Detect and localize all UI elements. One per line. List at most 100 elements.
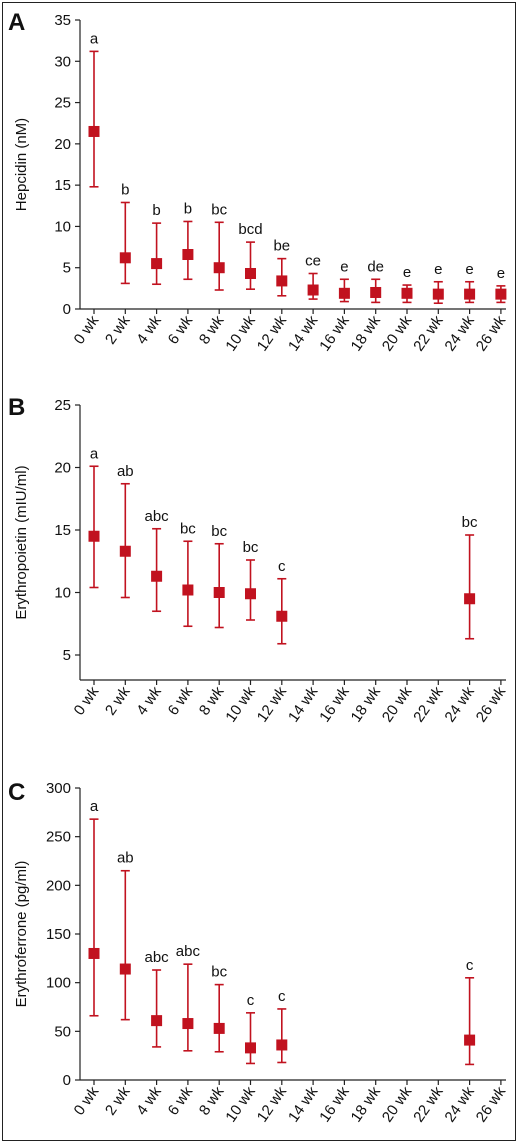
data-point (307, 284, 319, 296)
data-point (119, 252, 131, 264)
x-tick-label: 24 wk (441, 1083, 478, 1125)
x-tick-label: 20 wk (379, 683, 416, 725)
data-point (245, 588, 256, 600)
significance-label: ce (305, 252, 321, 269)
x-tick-label: 12 wk (254, 312, 291, 354)
data-point (338, 287, 350, 299)
significance-label: c (278, 558, 286, 575)
data-point (151, 1015, 163, 1027)
x-tick-label: 12 wk (254, 683, 291, 725)
data-point (213, 262, 225, 274)
significance-label: b (184, 200, 192, 217)
data-point (213, 1022, 225, 1034)
significance-label: bc (211, 964, 227, 981)
x-tick-label: 12 wk (254, 1083, 291, 1125)
x-tick-label: 16 wk (316, 1083, 353, 1125)
data-point (245, 1042, 256, 1054)
x-tick-label: 24 wk (441, 312, 478, 354)
y-tick-label: 300 (46, 780, 71, 797)
significance-label: bc (243, 539, 259, 556)
x-tick-label: 26 wk (473, 1083, 510, 1125)
x-tick-label: 26 wk (473, 312, 510, 354)
data-point (276, 275, 288, 287)
x-tick-label: 18 wk (348, 1083, 385, 1125)
data-point (401, 287, 413, 299)
data-point (464, 593, 476, 605)
x-tick-label: 4 wk (133, 312, 165, 347)
x-tick-label: 20 wk (379, 1083, 416, 1125)
x-tick-label: 22 wk (410, 683, 447, 725)
panel-b: B 5 10 15 20 25 Erythropoietin (mIU/ml) 0 wk 2 w… (8, 394, 509, 725)
data-point (495, 288, 507, 300)
y-tick-label: 30 (54, 53, 71, 70)
x-tick-label: 16 wk (316, 683, 353, 725)
data-point (432, 288, 444, 300)
x-tick-label: 18 wk (348, 683, 385, 725)
x-tick-label: 6 wk (165, 1083, 197, 1118)
significance-label: a (90, 30, 99, 47)
data-point (151, 570, 163, 582)
panel-c: C 0 50 100 150 200 250 300 Erythroferrone (pg/ml… (8, 779, 509, 1125)
x-tick-label: 0 wk (71, 312, 103, 347)
y-tick-label: 15 (54, 522, 71, 539)
x-tick-label: 4 wk (133, 1083, 165, 1118)
data-point (88, 530, 100, 542)
x-tick-label: 10 wk (222, 312, 259, 354)
y-tick-label: 20 (54, 136, 71, 153)
x-tick-label: 18 wk (348, 312, 385, 354)
y-axis-title: Erythropoietin (mIU/ml) (13, 465, 30, 619)
significance-label: a (90, 445, 99, 462)
y-axis-title: Hepcidin (nM) (13, 118, 30, 211)
y-tick-label: 250 (46, 829, 71, 846)
x-tick-label: 2 wk (102, 683, 134, 718)
significance-label: bc (211, 201, 227, 218)
x-tick-label: 4 wk (133, 683, 165, 718)
significance-label: b (121, 181, 129, 198)
data-point (88, 125, 100, 137)
y-tick-label: 35 (54, 12, 71, 29)
significance-label: c (466, 957, 474, 974)
x-tick-label: 10 wk (222, 1083, 259, 1125)
data-point (245, 267, 256, 279)
y-tick-label: 15 (54, 177, 71, 194)
data-point (119, 963, 131, 975)
data-point (182, 584, 194, 596)
significance-label: bc (180, 520, 196, 537)
significance-label: b (152, 202, 160, 219)
y-tick-label: 0 (63, 301, 71, 318)
data-point (88, 947, 100, 959)
x-tick-label: 16 wk (316, 312, 353, 354)
panel-letter: A (8, 9, 25, 36)
data-point (276, 1039, 288, 1051)
panel-letter: C (8, 779, 25, 806)
y-tick-label: 50 (54, 1023, 71, 1040)
significance-label: abc (176, 943, 201, 960)
y-tick-label: 200 (46, 877, 71, 894)
significance-label: de (367, 258, 384, 275)
significance-label: e (340, 258, 348, 275)
x-tick-label: 2 wk (102, 312, 134, 347)
significance-label: e (465, 261, 473, 278)
significance-label: e (434, 261, 442, 278)
data-point (151, 258, 163, 270)
y-tick-label: 20 (54, 460, 71, 477)
y-axis-title: Erythroferrone (pg/ml) (13, 861, 30, 1008)
x-tick-label: 14 wk (285, 312, 322, 354)
significance-label: c (278, 988, 286, 1005)
significance-label: be (273, 238, 290, 255)
x-tick-label: 24 wk (441, 683, 478, 725)
data-point (276, 610, 288, 622)
y-tick-label: 5 (63, 647, 71, 664)
x-tick-label: 14 wk (285, 683, 322, 725)
x-tick-label: 14 wk (285, 1083, 322, 1125)
panel-a: A 0 5 10 15 20 25 30 35 Hepcidin (nM) 0 wk 2 wk 4 wk… (8, 9, 509, 354)
data-point (182, 249, 194, 261)
x-tick-label: 6 wk (165, 312, 197, 347)
x-tick-label: 6 wk (165, 683, 197, 718)
y-tick-label: 10 (54, 218, 71, 235)
x-tick-label: 20 wk (379, 312, 416, 354)
significance-label: abc (145, 949, 170, 966)
panel-letter: B (8, 394, 25, 421)
